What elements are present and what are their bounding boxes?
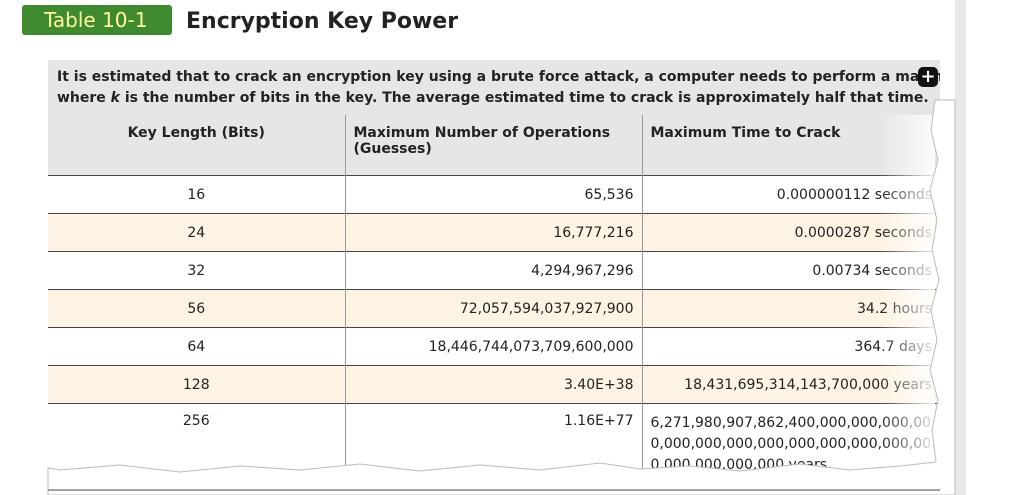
side-strip — [955, 0, 966, 495]
caption-variable: k — [110, 90, 120, 106]
table-title: Encryption Key Power — [186, 9, 459, 34]
table-cell: 18,446,744,073,709,600,000 — [344, 327, 642, 366]
table-cell: 4,294,967,296 — [344, 251, 642, 290]
table-cell: 64 — [48, 327, 345, 366]
table-cell: 16,777,216 — [344, 213, 642, 252]
table-cell: 256 — [48, 403, 345, 476]
caption-text: is the number of bits in the key. The av… — [119, 90, 929, 106]
caption-line: It is estimated that to crack an encrypt… — [57, 69, 940, 85]
table-cell: 3.40E+38 — [344, 365, 642, 404]
caption-line: where k is the number of bits in the key… — [57, 88, 940, 109]
table-cell: 65,536 — [344, 175, 642, 214]
table-cell: 16 — [48, 175, 345, 214]
table-cell: 56 — [48, 289, 345, 328]
table-cell: 128 — [48, 365, 345, 404]
expand-button[interactable]: + — [918, 67, 938, 87]
table-cell: 72,057,594,037,927,900 — [344, 289, 642, 328]
table-cell: 32 — [48, 251, 345, 290]
table-cell: 24 — [48, 213, 345, 252]
column-header: Key Length (Bits) — [48, 115, 345, 176]
column-header: Maximum Number of Operations (Guesses) — [344, 115, 642, 176]
caption-text: where — [57, 90, 111, 106]
caption: It is estimated that to crack an encrypt… — [48, 60, 940, 115]
table-label: Table 10-1 — [22, 5, 172, 35]
table-row: 128 3.40E+38 18,431,695,314,143,700,000 ye… — [48, 365, 940, 404]
